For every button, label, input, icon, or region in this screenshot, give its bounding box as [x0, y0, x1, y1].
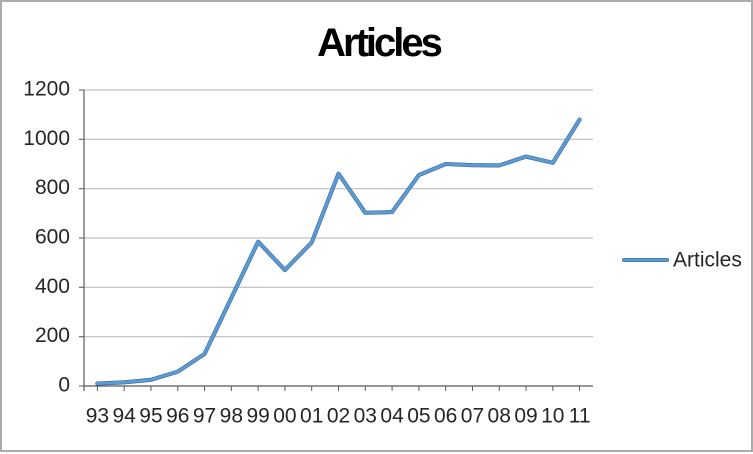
- svg-text:0: 0: [58, 374, 70, 397]
- svg-text:1000: 1000: [23, 127, 70, 150]
- svg-text:1200: 1200: [23, 78, 70, 101]
- svg-text:93: 93: [86, 404, 109, 427]
- svg-text:10: 10: [541, 404, 564, 427]
- svg-text:400: 400: [35, 275, 70, 298]
- svg-text:800: 800: [35, 176, 70, 199]
- svg-text:04: 04: [380, 404, 404, 427]
- svg-text:200: 200: [35, 324, 70, 347]
- svg-text:00: 00: [273, 404, 296, 427]
- svg-text:07: 07: [461, 404, 484, 427]
- svg-text:03: 03: [354, 404, 377, 427]
- svg-text:09: 09: [514, 404, 537, 427]
- svg-text:06: 06: [434, 404, 457, 427]
- svg-text:Articles: Articles: [673, 249, 742, 272]
- svg-text:98: 98: [220, 404, 243, 427]
- svg-text:01: 01: [300, 404, 323, 427]
- svg-text:11: 11: [569, 404, 591, 427]
- svg-text:08: 08: [488, 404, 511, 427]
- svg-text:99: 99: [246, 404, 269, 427]
- svg-text:96: 96: [166, 404, 189, 427]
- svg-text:600: 600: [35, 226, 70, 249]
- svg-text:97: 97: [193, 404, 216, 427]
- svg-text:94: 94: [113, 404, 137, 427]
- svg-text:95: 95: [139, 404, 162, 427]
- svg-text:05: 05: [407, 404, 430, 427]
- svg-text:02: 02: [327, 404, 350, 427]
